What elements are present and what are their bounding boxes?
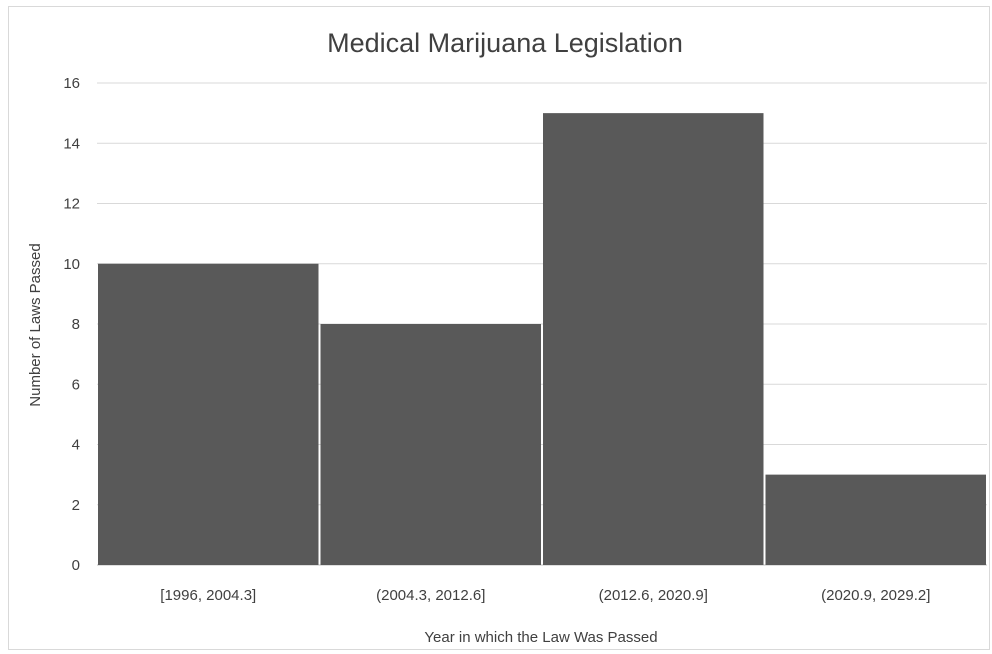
y-tick-label: 6 — [72, 376, 80, 393]
x-tick-label: [1996, 2004.3] — [160, 587, 256, 604]
x-tick-label: (2020.9, 2029.2] — [821, 587, 930, 604]
y-tick-label: 4 — [72, 437, 80, 454]
y-tick-label: 0 — [72, 557, 80, 574]
chart-title: Medical Marijuana Legislation — [327, 28, 683, 58]
y-tick-label: 8 — [72, 316, 80, 333]
bar — [765, 474, 986, 565]
x-axis-title: Year in which the Law Was Passed — [424, 629, 657, 646]
y-tick-label: 12 — [63, 196, 80, 213]
y-axis-title: Number of Laws Passed — [27, 243, 44, 406]
y-tick-label: 16 — [63, 75, 80, 92]
bars — [98, 113, 986, 565]
x-axis-ticks: [1996, 2004.3] (2004.3, 2012.6] (2012.6, 2… — [160, 587, 930, 604]
x-tick-label: (2004.3, 2012.6] — [376, 587, 485, 604]
bar — [543, 113, 764, 565]
y-tick-label: 14 — [63, 135, 80, 152]
bar — [320, 324, 541, 565]
y-axis-ticks: 0 2 4 6 8 10 12 14 16 — [63, 75, 80, 574]
y-tick-label: 10 — [63, 256, 80, 273]
bar — [98, 263, 319, 565]
x-tick-label: (2012.6, 2020.9] — [599, 587, 708, 604]
y-tick-label: 2 — [72, 497, 80, 514]
